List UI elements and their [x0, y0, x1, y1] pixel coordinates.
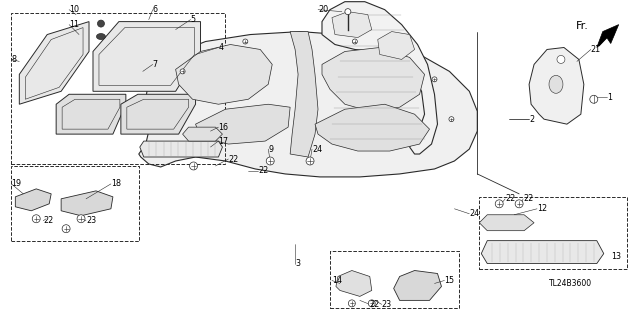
Text: 22: 22 — [259, 167, 269, 175]
Circle shape — [432, 77, 437, 82]
Text: 21: 21 — [591, 45, 601, 54]
Bar — [330, 251, 460, 308]
Text: 24: 24 — [469, 209, 479, 218]
Polygon shape — [479, 215, 534, 231]
Text: 1: 1 — [607, 93, 612, 102]
Text: 16: 16 — [218, 122, 228, 132]
Polygon shape — [19, 22, 89, 104]
Circle shape — [495, 200, 503, 208]
Circle shape — [243, 39, 248, 44]
Ellipse shape — [549, 75, 563, 93]
Text: 24: 24 — [312, 145, 322, 153]
Text: 9: 9 — [268, 145, 273, 153]
Text: 22: 22 — [505, 194, 515, 203]
Circle shape — [62, 225, 70, 233]
Bar — [12, 13, 225, 164]
Text: 10: 10 — [69, 5, 79, 14]
Text: TL24B3600: TL24B3600 — [549, 279, 592, 288]
Polygon shape — [378, 32, 415, 59]
Polygon shape — [56, 94, 126, 134]
Bar — [479, 197, 627, 269]
Polygon shape — [315, 104, 429, 151]
Circle shape — [189, 162, 198, 170]
Text: 13: 13 — [611, 252, 621, 261]
Text: 19: 19 — [12, 179, 22, 189]
Polygon shape — [61, 191, 113, 216]
Polygon shape — [15, 189, 51, 211]
Text: 12: 12 — [537, 204, 547, 213]
Text: 22: 22 — [44, 216, 54, 225]
Text: 17: 17 — [218, 137, 228, 145]
Text: 23: 23 — [86, 216, 96, 225]
Polygon shape — [529, 48, 584, 124]
Circle shape — [97, 20, 104, 27]
Text: 20: 20 — [318, 5, 328, 14]
Polygon shape — [322, 48, 424, 111]
Circle shape — [77, 215, 85, 223]
Ellipse shape — [97, 33, 106, 40]
Polygon shape — [596, 25, 619, 48]
Circle shape — [306, 157, 314, 165]
Text: 18: 18 — [111, 179, 121, 189]
Circle shape — [353, 39, 357, 44]
Polygon shape — [93, 22, 200, 91]
Polygon shape — [121, 94, 196, 134]
Polygon shape — [140, 141, 223, 157]
Text: Fr.: Fr. — [576, 21, 589, 31]
Text: 22: 22 — [523, 194, 533, 203]
Circle shape — [368, 300, 375, 307]
Text: 3: 3 — [295, 259, 300, 268]
Text: 22: 22 — [370, 300, 380, 309]
Ellipse shape — [557, 56, 565, 63]
Circle shape — [590, 95, 598, 103]
Bar — [12, 166, 139, 241]
Text: 4: 4 — [218, 43, 223, 52]
Circle shape — [32, 215, 40, 223]
Polygon shape — [394, 271, 442, 300]
Polygon shape — [175, 45, 272, 104]
Polygon shape — [290, 32, 318, 157]
Polygon shape — [182, 127, 223, 141]
Text: 14: 14 — [332, 276, 342, 285]
Circle shape — [449, 117, 454, 122]
Circle shape — [345, 9, 351, 15]
Circle shape — [266, 157, 274, 165]
Text: 6: 6 — [153, 5, 157, 14]
Text: 22: 22 — [228, 154, 239, 164]
Polygon shape — [322, 2, 438, 154]
Circle shape — [348, 300, 355, 307]
Circle shape — [515, 200, 523, 208]
Text: 11: 11 — [69, 20, 79, 29]
Text: 15: 15 — [444, 276, 454, 285]
Polygon shape — [336, 271, 372, 296]
Polygon shape — [332, 12, 372, 38]
Polygon shape — [481, 241, 604, 263]
Text: 2: 2 — [529, 115, 534, 124]
Text: 8: 8 — [12, 55, 17, 64]
Circle shape — [180, 69, 185, 74]
Polygon shape — [196, 104, 290, 144]
Text: 5: 5 — [191, 15, 196, 24]
Text: 23: 23 — [381, 300, 392, 309]
Text: 7: 7 — [153, 60, 158, 69]
Polygon shape — [139, 32, 477, 177]
